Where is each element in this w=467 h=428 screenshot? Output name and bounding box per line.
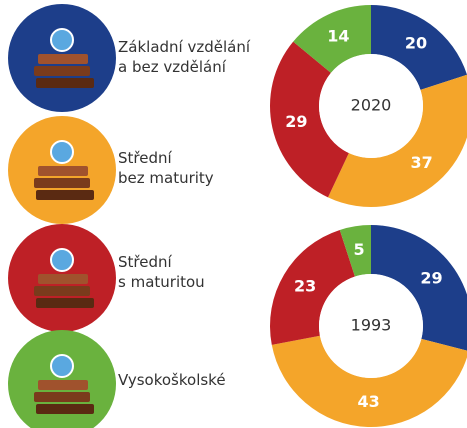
- icon-detail: [38, 166, 88, 176]
- legend-label: Vysokoškolské: [118, 370, 226, 390]
- icon-detail: [38, 380, 88, 390]
- value-label: 23: [294, 277, 316, 296]
- legend-label: Střední bez maturity: [118, 148, 214, 188]
- legend-label: Základní vzdělání a bez vzdělání: [118, 37, 250, 77]
- icon-detail: [36, 190, 94, 200]
- icon-detail: [36, 78, 94, 88]
- value-label: 5: [353, 240, 364, 259]
- icon-detail: [38, 54, 88, 64]
- value-label: 37: [410, 153, 432, 172]
- icon-detail: [34, 66, 90, 76]
- value-label: 14: [327, 26, 349, 45]
- icon-detail: [34, 178, 90, 188]
- icon-detail: [51, 249, 73, 271]
- icon-detail: [36, 404, 94, 414]
- icon-detail: [38, 274, 88, 284]
- icon-detail: [34, 392, 90, 402]
- icon-detail: [34, 286, 90, 296]
- value-label: 29: [420, 269, 442, 288]
- value-label: 43: [357, 392, 379, 411]
- icon-detail: [51, 141, 73, 163]
- chart-title: 1993: [351, 316, 392, 335]
- chart-title: 2020: [351, 96, 392, 115]
- page: 20 37 29 14 2020 29 43 23 5 1993 Základní vzdělán…: [0, 0, 467, 428]
- icon-detail: [51, 355, 73, 377]
- legend-label: Střední s maturitou: [118, 252, 205, 292]
- value-label: 29: [285, 112, 307, 131]
- icon-detail: [51, 29, 73, 51]
- icon-detail: [36, 298, 94, 308]
- value-label: 20: [405, 34, 427, 53]
